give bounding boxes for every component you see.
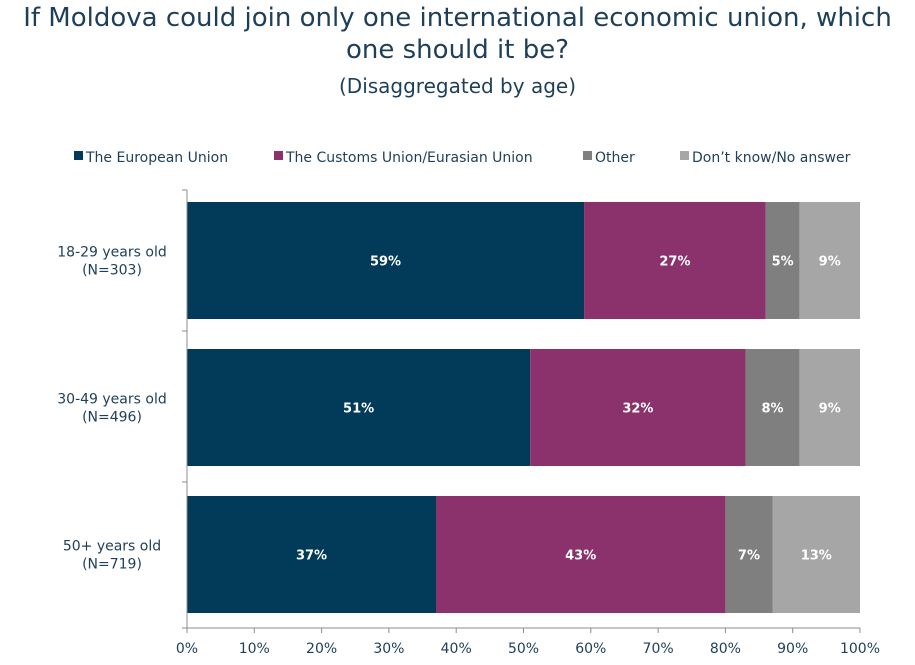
data-label: 37%	[296, 549, 327, 564]
x-tick-label: 70%	[643, 641, 674, 657]
x-tick-label: 30%	[373, 641, 404, 657]
legend-label: The European Union	[85, 150, 228, 166]
chart-subtitle: (Disaggregated by age)	[338, 74, 576, 98]
bar-segment	[772, 496, 860, 613]
legend-swatch	[680, 151, 689, 160]
bar-segment	[187, 496, 437, 613]
chart-title-line: one should it be?	[345, 35, 570, 65]
category-label: 30-49 years old	[57, 392, 166, 408]
category-label: (N=496)	[82, 410, 142, 426]
data-label: 43%	[565, 549, 596, 564]
data-label: 59%	[370, 255, 401, 270]
bar-segment	[530, 349, 746, 466]
x-tick-label: 50%	[508, 641, 539, 657]
category-label: (N=303)	[82, 263, 142, 279]
bar-segment	[745, 349, 800, 466]
x-tick-label: 20%	[306, 641, 337, 657]
x-tick-label: 60%	[575, 641, 606, 657]
data-label: 32%	[622, 402, 653, 417]
bar-segment	[725, 496, 773, 613]
legend-swatch	[274, 151, 283, 160]
data-label: 51%	[343, 402, 374, 417]
bar-segment	[187, 349, 531, 466]
legend-label: The Customs Union/Eurasian Union	[285, 150, 533, 166]
category-label: (N=719)	[82, 557, 142, 573]
bar-segment	[799, 349, 860, 466]
x-tick-label: 90%	[777, 641, 808, 657]
legend-swatch	[74, 151, 83, 160]
data-label: 7%	[738, 549, 760, 564]
data-label: 5%	[772, 255, 794, 270]
bar-segment	[799, 202, 860, 319]
data-label: 13%	[801, 549, 832, 564]
legend-label: Don’t know/No answer	[692, 150, 851, 166]
x-tick-label: 40%	[441, 641, 472, 657]
x-tick-label: 0%	[176, 641, 198, 657]
chart-title-line: If Moldova could join only one internati…	[23, 3, 892, 33]
data-label: 9%	[819, 402, 841, 417]
data-label: 9%	[819, 255, 841, 270]
bar-segment	[584, 202, 766, 319]
chart-title: If Moldova could join only one internati…	[0, 2, 915, 66]
legend-swatch	[583, 151, 592, 160]
bar-segment	[765, 202, 800, 319]
bar-segment	[187, 202, 585, 319]
x-tick-label: 10%	[239, 641, 270, 657]
data-label: 27%	[659, 255, 690, 270]
data-label: 8%	[761, 402, 783, 417]
bar-segment	[436, 496, 726, 613]
category-label: 50+ years old	[63, 539, 161, 555]
x-tick-label: 80%	[710, 641, 741, 657]
category-label: 18-29 years old	[57, 245, 166, 261]
x-tick-label: 100%	[840, 641, 880, 657]
legend-label: Other	[595, 150, 635, 166]
